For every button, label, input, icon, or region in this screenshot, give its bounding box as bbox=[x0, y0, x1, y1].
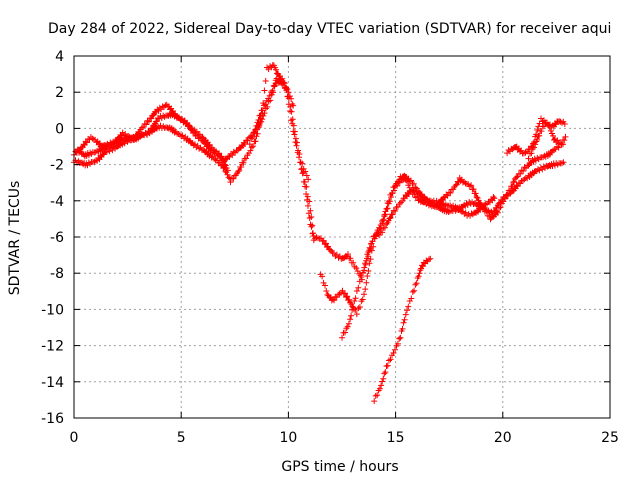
x-tick-label: 20 bbox=[494, 430, 512, 446]
y-axis-title: SDTVAR / TECUs bbox=[7, 181, 23, 296]
y-tick-label: -2 bbox=[50, 158, 64, 174]
y-tick-label: -4 bbox=[50, 194, 64, 210]
x-axis-title: GPS time / hours bbox=[281, 459, 398, 475]
x-tick-label: 15 bbox=[387, 430, 405, 446]
y-tick-label: 2 bbox=[55, 85, 64, 101]
series-track-5 bbox=[246, 77, 312, 183]
grid bbox=[74, 56, 610, 418]
y-tick-label: 4 bbox=[55, 49, 64, 65]
data-point-markers bbox=[246, 77, 312, 183]
x-tick-label: 0 bbox=[70, 430, 79, 446]
series-track-9 bbox=[371, 255, 434, 405]
y-tick-label: -10 bbox=[41, 302, 64, 318]
data-point-markers bbox=[525, 118, 568, 162]
y-tick-label: -14 bbox=[41, 375, 64, 391]
ticks: 0 5 10 15 20 25 -16 -14 -12 -10 -8 -6 -4 -2 0 2 4 bbox=[41, 49, 619, 446]
series-track-8 bbox=[339, 159, 567, 341]
data-point-markers bbox=[371, 255, 434, 405]
x-tick-label: 25 bbox=[601, 430, 619, 446]
y-tick-label: -8 bbox=[50, 266, 64, 282]
y-tick-label: -12 bbox=[41, 339, 64, 355]
series-track-7 bbox=[317, 133, 569, 318]
y-tick-label: -16 bbox=[41, 411, 64, 427]
y-tick-label: -6 bbox=[50, 230, 64, 246]
chart-title: Day 284 of 2022, Sidereal Day-to-day VTE… bbox=[48, 21, 611, 37]
y-tick-label: 0 bbox=[55, 121, 64, 137]
data-point-markers bbox=[339, 159, 567, 341]
x-tick-label: 10 bbox=[279, 430, 297, 446]
series-track-11 bbox=[525, 118, 568, 162]
x-tick-label: 5 bbox=[177, 430, 186, 446]
data-point-markers bbox=[317, 133, 569, 318]
data-points bbox=[71, 62, 569, 405]
